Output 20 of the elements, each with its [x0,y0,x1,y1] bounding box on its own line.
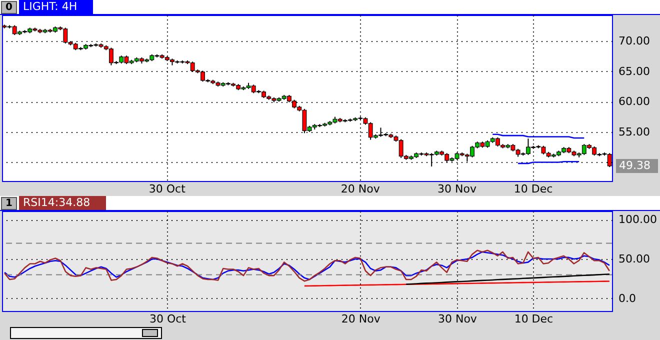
x-tick-label: 30 Nov [438,312,478,326]
x-tick-label: 10 Dec [514,182,553,196]
text: 0 [1,1,17,14]
x-tick-label: 30 Oct [148,182,186,196]
x-tick-label: 20 Nov [340,182,380,196]
x-tick-label: 30 Oct [149,312,187,326]
x-tick-label: 10 Dec [514,312,554,326]
y-tick-label: 55.00 [618,125,650,138]
y-tick-label: 0.0 [618,292,636,305]
chart-title: RSI14:34.88 [19,196,106,210]
y-tick-label: 60.00 [618,95,650,108]
chart-title: LIGHT: 4H [19,0,94,14]
y-tick-label: 65.00 [618,64,650,78]
text: 1 [1,197,17,210]
y-tick-label: 50.00 [618,252,650,266]
x-tick-label: 20 Nov [341,312,381,326]
y-tick-label: 100.00 [618,213,657,226]
y-tick-label: 70.00 [618,34,650,48]
text: 49.38 [619,158,650,172]
x-tick-label: 30 Nov [438,182,477,196]
